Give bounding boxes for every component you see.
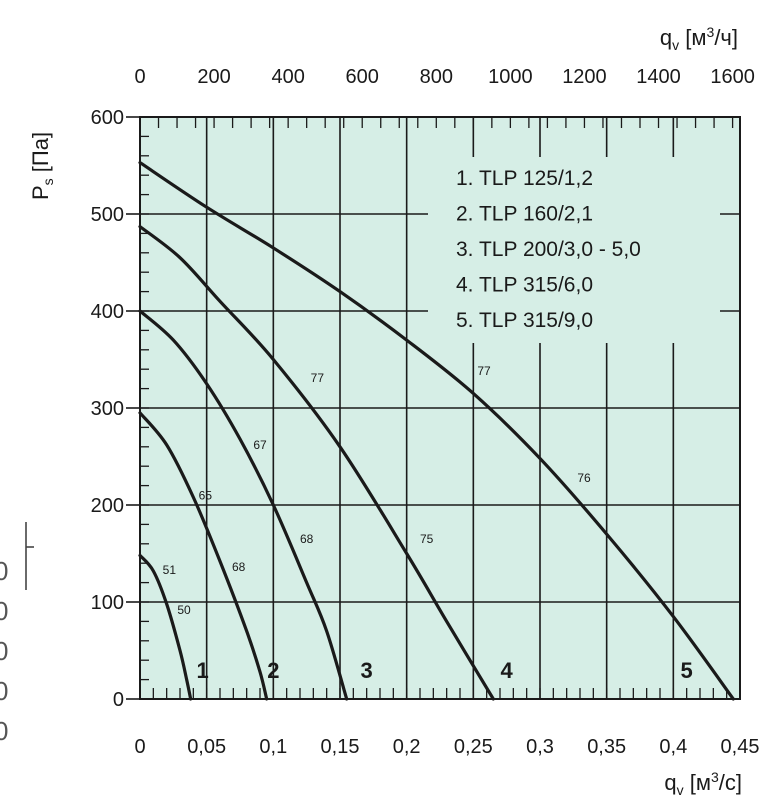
y-tick-label: 400	[91, 301, 124, 323]
y-tick-label: 600	[91, 107, 124, 129]
x2-axis-title: qv [м3/ч]	[660, 24, 738, 53]
legend-item-1: 1. TLP 125/1,2	[456, 167, 593, 190]
curve-number-5: 5	[681, 658, 693, 683]
x-tick-label: 0	[134, 736, 145, 758]
x-tick-label: 0,35	[587, 736, 626, 758]
x2-tick-label: 1600	[710, 66, 755, 88]
efficiency-label: 67	[253, 438, 267, 452]
legend-item-4: 4. TLP 315/6,0	[456, 274, 593, 297]
curve-1	[138, 553, 193, 701]
x2-tick-label: 600	[346, 66, 379, 88]
efficiency-label: 65	[199, 488, 213, 502]
y-tick-label: 0	[113, 689, 124, 711]
x-tick-label: 0,4	[659, 736, 687, 758]
edge-fragment: 0	[0, 636, 8, 666]
efficiency-label: 77	[311, 371, 325, 385]
efficiency-label: 75	[420, 532, 434, 546]
curve-4	[138, 225, 495, 701]
efficiency-label: 51	[163, 563, 177, 577]
curve-5	[138, 160, 735, 701]
x2-tick-label: 200	[197, 66, 230, 88]
axis-titles: qv [м3/ч] qv [м3/с] Ps [Па]	[28, 24, 742, 798]
legend: 1. TLP 125/1,2 2. TLP 160/2,1 3. TLP 200/3…	[428, 157, 720, 343]
edge-fragment: 0	[0, 556, 8, 586]
edge-fragment: 0	[0, 716, 8, 746]
left-edge-fragments: 0 0 0 0 0	[0, 522, 34, 746]
y-axis-title: Ps [Па]	[28, 132, 56, 200]
x2-tick-label: 800	[420, 66, 453, 88]
efficiency-label: 68	[300, 532, 314, 546]
x-tick-label: 0,1	[259, 736, 287, 758]
legend-box	[428, 157, 720, 343]
efficiency-label: 77	[477, 364, 491, 378]
y-tick-label: 300	[91, 398, 124, 420]
edge-fragment: 0	[0, 676, 8, 706]
x-tick-label: 0,45	[721, 736, 760, 758]
x2-tick-label: 1000	[488, 66, 533, 88]
annotations: 51 50 65 68 67 68 77 75 77 76	[163, 364, 591, 617]
x-tick-label: 0,2	[393, 736, 421, 758]
curve-2	[138, 411, 269, 701]
legend-item-3: 3. TLP 200/3,0 - 5,0	[456, 238, 641, 261]
x2-tick-label: 0	[134, 66, 145, 88]
legend-item-5: 5. TLP 315/9,0	[456, 309, 593, 332]
x2-tick-label: 1400	[636, 66, 681, 88]
edge-fragment: 0	[0, 596, 8, 626]
curve-number-1: 1	[197, 658, 209, 683]
y-tick-label: 200	[91, 495, 124, 517]
x-tick-label: 0,25	[454, 736, 493, 758]
curve-number-4: 4	[501, 658, 514, 683]
legend-item-2: 2. TLP 160/2,1	[456, 203, 593, 226]
x-axis-title: qv [м3/с]	[664, 769, 742, 798]
x-tick-label: 0,15	[321, 736, 360, 758]
x2-tick-label: 400	[271, 66, 304, 88]
efficiency-label: 68	[232, 560, 246, 574]
curve-3	[138, 309, 349, 701]
x2-tick-label: 1200	[562, 66, 607, 88]
efficiency-label: 76	[577, 471, 591, 485]
curve-number-3: 3	[361, 658, 373, 683]
x-tick-label: 0,3	[526, 736, 554, 758]
minor-ticks	[139, 116, 741, 700]
y-tick-label: 500	[91, 204, 124, 226]
curves: 1 2 3 4 5	[138, 160, 735, 701]
curve-number-2: 2	[267, 658, 279, 683]
x-tick-label: 0,05	[187, 736, 226, 758]
efficiency-label: 50	[177, 603, 191, 617]
y-tick-label: 100	[91, 592, 124, 614]
